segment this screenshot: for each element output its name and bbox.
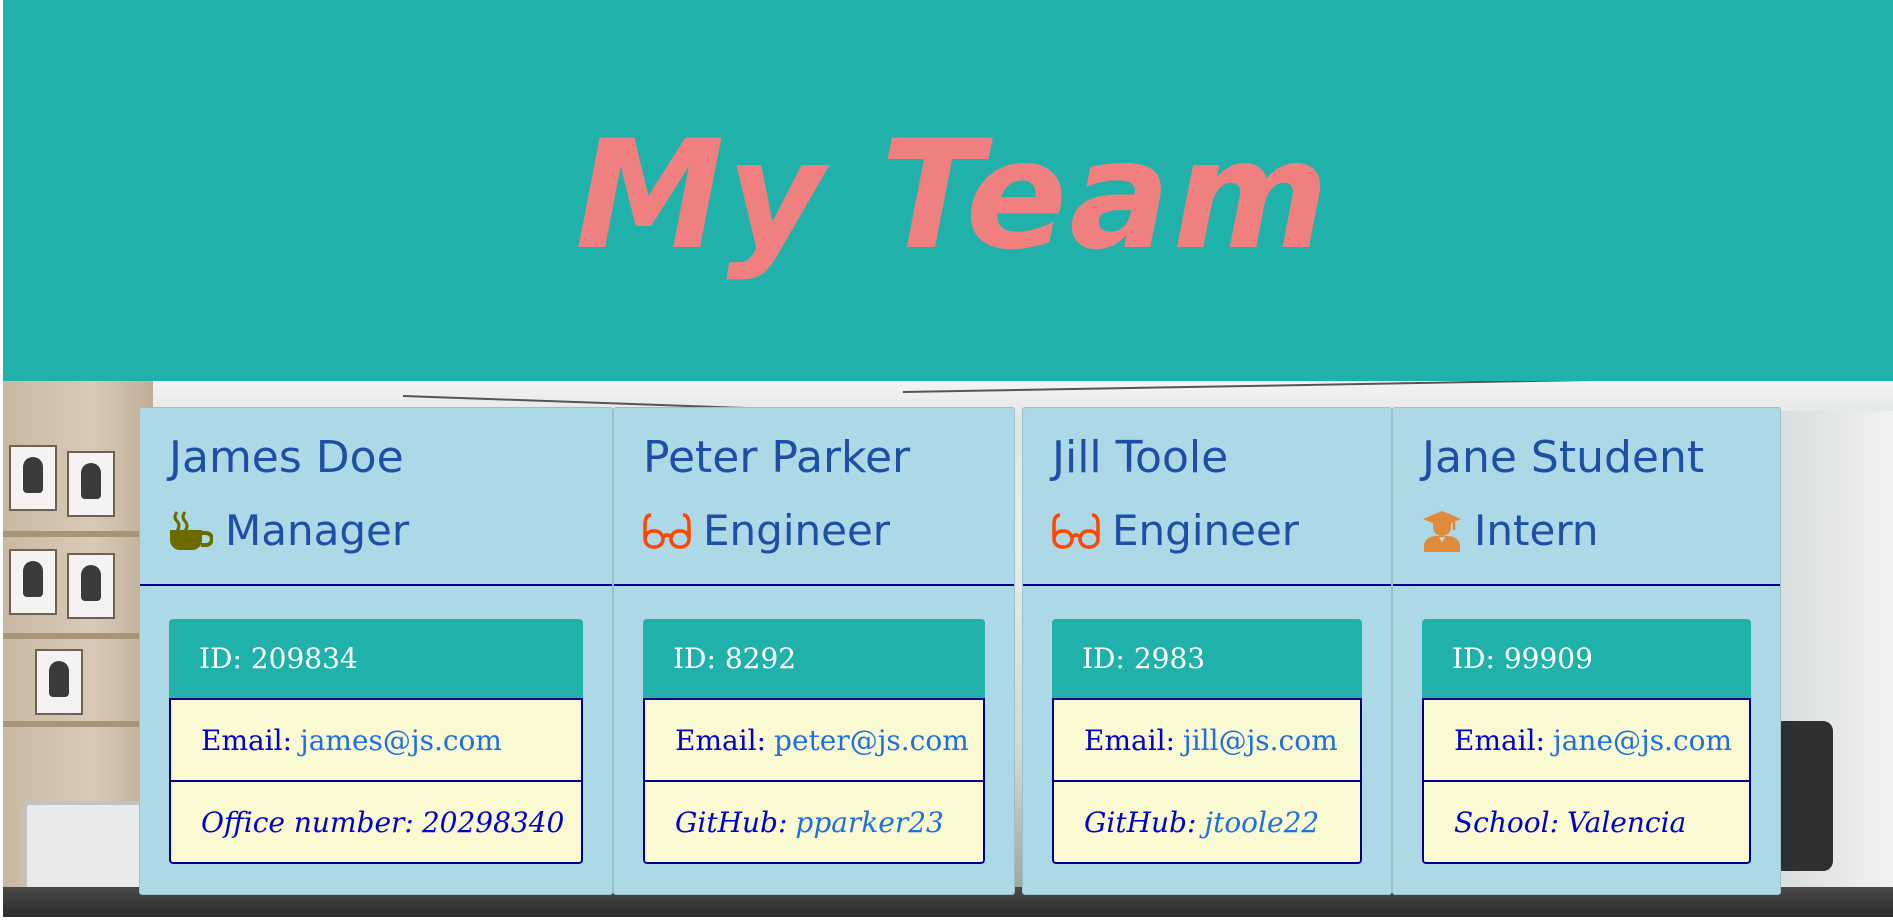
employee-card: Jill Toole Engineer ID: 2983 Email: jill… [1022,407,1392,895]
glasses-icon [643,511,691,551]
github-row: GitHub: pparker23 [643,782,985,864]
email-row: Email: jane@js.com [1422,700,1751,782]
employee-card: James Doe Manager ID: 209834 Email: jame… [139,407,613,895]
employee-role: Intern [1422,506,1598,555]
info-list: ID: 209834 Email: james@js.com Office nu… [169,619,583,864]
info-list: ID: 2983 Email: jill@js.com GitHub: jtoo… [1052,619,1362,864]
employee-id: ID: 209834 [169,619,583,700]
email-link[interactable]: jane@js.com [1553,723,1733,757]
email-label: Email: [1084,723,1176,757]
graduate-icon [1422,510,1462,552]
office-number-label: Office number: [201,805,414,839]
info-list: ID: 8292 Email: peter@js.com GitHub: ppa… [643,619,985,864]
office-number-row: Office number: 20298340 [169,782,583,864]
employee-card: Jane Student Intern ID: 99909 Email: jan… [1392,407,1781,895]
employee-card: Peter Parker Engineer ID: 8292 Email: pe… [613,407,1015,895]
page-header: My Team [3,0,1893,381]
email-link[interactable]: jill@js.com [1183,723,1338,757]
github-link[interactable]: pparker23 [795,805,944,839]
github-label: GitHub: [675,805,788,839]
email-row: Email: james@js.com [169,700,583,782]
role-label: Intern [1474,506,1599,555]
employee-name: Jill Toole [1052,432,1229,483]
employee-id: ID: 8292 [643,619,985,700]
employee-name: James Doe [169,432,404,483]
card-header: James Doe Manager [140,408,612,586]
employee-role: Engineer [643,506,890,555]
employee-id: ID: 2983 [1052,619,1362,700]
card-header: Jill Toole Engineer [1023,408,1391,586]
email-link[interactable]: james@js.com [300,723,502,757]
info-list: ID: 99909 Email: jane@js.com School: Val… [1422,619,1751,864]
github-row: GitHub: jtoole22 [1052,782,1362,864]
role-label: Manager [225,506,410,555]
glasses-icon [1052,511,1100,551]
role-label: Engineer [1112,506,1300,555]
office-number-value: 20298340 [421,805,565,839]
email-row: Email: peter@js.com [643,700,985,782]
email-label: Email: [201,723,293,757]
employee-name: Peter Parker [643,432,911,483]
employee-role: Manager [169,506,409,555]
email-label: Email: [1454,723,1546,757]
coffee-icon [169,510,214,552]
employee-role: Engineer [1052,506,1299,555]
role-label: Engineer [703,506,891,555]
school-label: School: [1454,805,1559,839]
card-header: Peter Parker Engineer [614,408,1014,586]
email-label: Email: [675,723,767,757]
email-link[interactable]: peter@js.com [774,723,969,757]
page-title: My Team [575,108,1331,283]
school-value: Valencia [1567,805,1687,839]
email-row: Email: jill@js.com [1052,700,1362,782]
github-link[interactable]: jtoole22 [1204,805,1320,839]
github-label: GitHub: [1084,805,1197,839]
school-row: School: Valencia [1422,782,1751,864]
employee-id: ID: 99909 [1422,619,1751,700]
card-header: Jane Student Intern [1393,408,1780,586]
employee-name: Jane Student [1422,432,1705,483]
